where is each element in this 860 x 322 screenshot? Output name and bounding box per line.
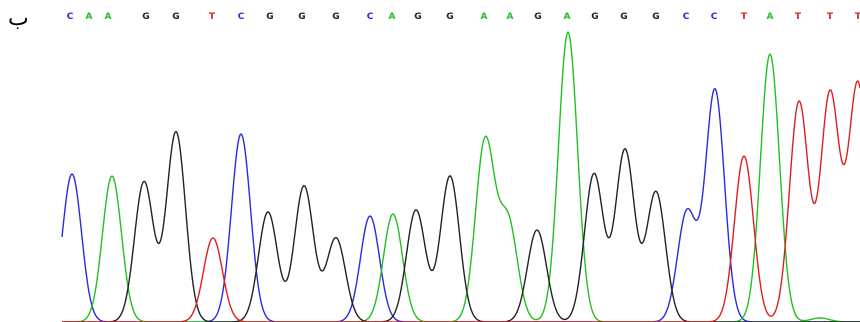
base-call-8: G xyxy=(266,12,273,22)
base-call-21: G xyxy=(652,12,659,22)
base-call-6: T xyxy=(209,12,216,22)
trace-T xyxy=(62,80,860,322)
base-call-25: A xyxy=(767,12,774,22)
base-call-12: A xyxy=(389,12,396,22)
base-call-18: A xyxy=(564,12,571,22)
base-call-11: C xyxy=(367,12,374,22)
base-call-4: G xyxy=(142,12,149,22)
trace-C xyxy=(61,87,860,322)
base-call-10: G xyxy=(332,12,339,22)
base-call-16: A xyxy=(507,12,514,22)
base-call-14: G xyxy=(446,12,453,22)
base-call-1: C xyxy=(67,12,74,22)
base-call-7: C xyxy=(238,12,245,22)
base-call-17: G xyxy=(534,12,541,22)
base-call-23: C xyxy=(711,12,718,22)
trace-group xyxy=(61,31,860,322)
base-call-20: G xyxy=(620,12,627,22)
base-call-15: A xyxy=(481,12,488,22)
base-call-28: T xyxy=(855,12,860,22)
base-call-19: G xyxy=(591,12,598,22)
base-call-13: G xyxy=(414,12,421,22)
panel-label: ب xyxy=(8,6,29,31)
base-call-9: G xyxy=(298,12,305,22)
base-call-3: A xyxy=(105,12,112,22)
base-call-27: T xyxy=(827,12,834,22)
trace-A xyxy=(62,31,860,322)
base-call-2: A xyxy=(86,12,93,22)
base-call-26: T xyxy=(795,12,802,22)
base-call-5: G xyxy=(172,12,179,22)
base-call-22: C xyxy=(683,12,690,22)
base-call-24: T xyxy=(741,12,748,22)
trace-G xyxy=(62,130,860,322)
